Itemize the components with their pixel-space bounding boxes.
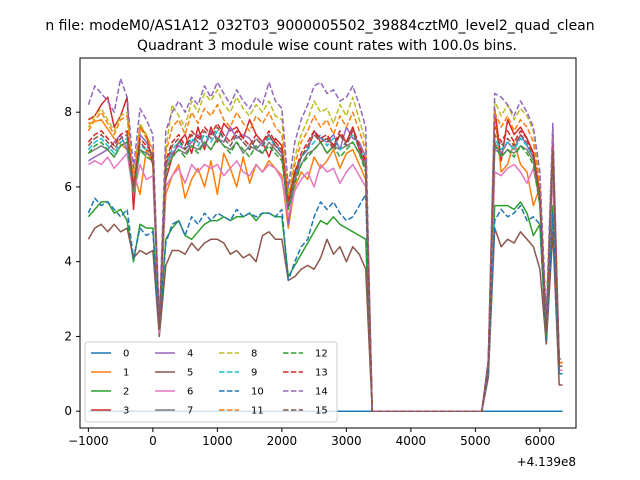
series-layer (87, 77, 563, 412)
plot-frame (79, 57, 577, 429)
x-tick-label: 0 (149, 434, 157, 448)
legend-box (84, 341, 338, 423)
y-tick-label: 8 (64, 105, 72, 119)
y-tick-label: 2 (64, 329, 72, 343)
series-line-10 (87, 193, 563, 412)
series-line-13 (87, 122, 563, 412)
x-offset-label: +4.139e8 (517, 455, 576, 469)
legend-label-4: 4 (187, 349, 193, 360)
legend-label-2: 2 (123, 387, 129, 398)
legend-label-10: 10 (251, 387, 264, 398)
series-line-8 (87, 89, 563, 412)
legend-label-9: 9 (251, 368, 257, 379)
x-axis: −1000 0 1000 2000 3000 4000 5000 6000 (68, 428, 555, 448)
x-tick-label: 4000 (396, 434, 427, 448)
series-line-11 (87, 103, 563, 412)
series-line-6 (88, 152, 563, 412)
legend-label-11: 11 (251, 406, 264, 417)
y-tick-label: 6 (64, 180, 72, 194)
y-tick-label: 4 (64, 255, 72, 269)
legend-label-13: 13 (315, 368, 328, 379)
legend-label-6: 6 (187, 387, 193, 398)
y-tick-label: 0 (64, 404, 72, 418)
legend-label-1: 1 (123, 368, 129, 379)
x-tick-label: 2000 (267, 434, 298, 448)
legend-label-14: 14 (315, 387, 328, 398)
x-tick-label: 6000 (525, 434, 556, 448)
legend-label-15: 15 (315, 406, 328, 417)
series-line-5 (87, 223, 563, 412)
series-line-12 (87, 137, 563, 412)
x-tick-label: −1000 (68, 434, 109, 448)
figure-suptitle: n file: modeM0/AS1A12_032T03_9000005502_… (45, 18, 594, 34)
legend-label-12: 12 (315, 349, 328, 360)
y-axis: 0 2 4 6 8 (64, 105, 80, 418)
x-tick-label: 3000 (331, 434, 362, 448)
x-tick-label: 1000 (202, 434, 233, 448)
legend-label-8: 8 (251, 349, 257, 360)
axes-title: Quadrant 3 module wise count rates with … (137, 38, 517, 54)
legend-label-7: 7 (187, 406, 193, 417)
series-line-14 (87, 77, 563, 412)
legend-label-5: 5 (187, 368, 193, 379)
x-tick-label: 5000 (460, 434, 491, 448)
legend-label-0: 0 (123, 349, 129, 360)
series-line-15 (87, 126, 563, 412)
legend-label-3: 3 (123, 406, 129, 417)
